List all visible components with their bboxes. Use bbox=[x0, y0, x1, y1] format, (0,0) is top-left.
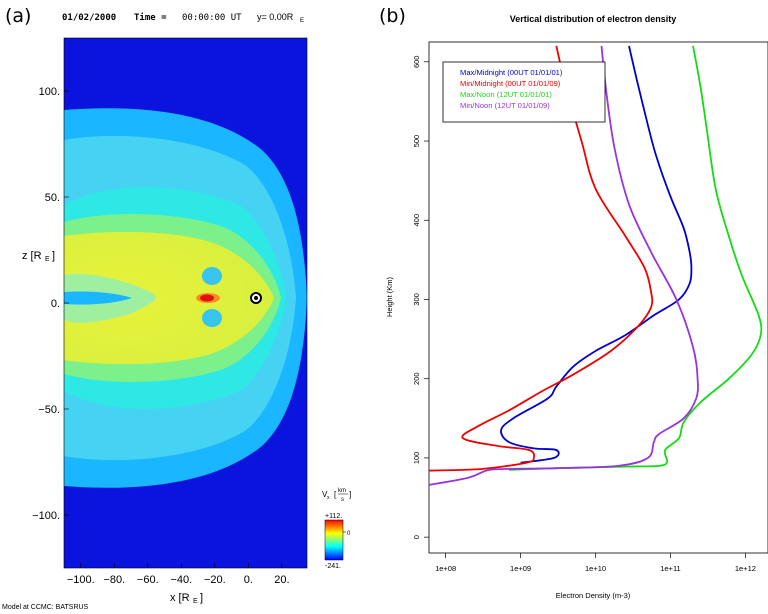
heatmap: 100. 50. 0. −50. −100. −100. −80. −60. −40. −20. 0… bbox=[22, 37, 308, 605]
legend-entry: Max/Noon (12UT 01/01/01) bbox=[460, 90, 552, 99]
legend-entry: Min/Noon (12UT 01/01/09) bbox=[460, 101, 550, 110]
line-xtick-label: 1e+11 bbox=[660, 564, 681, 573]
heatmap-xtick-label: −40. bbox=[170, 574, 192, 586]
heatmap-xtick-label: −100. bbox=[67, 574, 95, 586]
legend-entries: Max/Midnight (00UT 01/01/01) Min/Midnight… bbox=[460, 68, 563, 110]
series-line bbox=[429, 45, 699, 486]
line-ytick-label: 300 bbox=[412, 293, 421, 306]
earth-center bbox=[254, 296, 258, 300]
header-time-label: Time = bbox=[134, 12, 167, 23]
heatmap-ytick-label: −50. bbox=[38, 404, 60, 416]
colorbar-mid-label: 0 bbox=[347, 531, 351, 537]
line-axis-ticks: 1e+08 1e+09 1e+10 1e+11 1e+12 0 100 200 300 400 50… bbox=[412, 56, 756, 573]
line-chart-xlabel: Electron Density (m-3) bbox=[556, 591, 631, 600]
colorbar-bracket-open: [ bbox=[334, 490, 337, 499]
colorbar: V x [ km s ] +112. 0 -241. bbox=[322, 488, 351, 570]
header-date: 01/02/2000 bbox=[62, 13, 116, 23]
contour-yellow bbox=[64, 231, 274, 365]
colorbar-min-label: -241. bbox=[325, 563, 341, 570]
line-chart-legend: Max/Midnight (00UT 01/01/01) Min/Midnight… bbox=[442, 61, 606, 123]
line-chart-ylabel: Height (Km) bbox=[385, 276, 394, 317]
panel-a-label: (a) bbox=[5, 5, 31, 27]
line-ytick-label: 500 bbox=[412, 135, 421, 148]
line-ytick-label: 200 bbox=[412, 372, 421, 385]
legend-entry: Max/Midnight (00UT 01/01/01) bbox=[460, 68, 563, 77]
panel-a: (a) 01/02/2000 Time = 00:00:00 UT y= 0.0… bbox=[2, 5, 351, 611]
heatmap-xtick-label: −80. bbox=[103, 574, 125, 586]
header-time-value: 00:00:00 UT bbox=[182, 13, 242, 23]
xline-core bbox=[200, 294, 214, 302]
heatmap-field bbox=[64, 108, 307, 488]
colorbar-unit-den: s bbox=[341, 497, 344, 503]
heatmap-ytick-label: 50. bbox=[45, 192, 60, 204]
tail-current-sheet bbox=[64, 291, 132, 305]
panel-b-label: (b) bbox=[379, 5, 406, 27]
header-slice: y= 0.00R bbox=[257, 12, 294, 22]
line-chart-title: Vertical distribution of electron densit… bbox=[510, 14, 677, 24]
heatmap-xtick-label: −20. bbox=[204, 574, 226, 586]
series-line bbox=[500, 45, 693, 464]
header-slice-sub: E bbox=[300, 18, 304, 24]
heatmap-ylabel-close: ] bbox=[52, 250, 55, 262]
series-line bbox=[508, 45, 763, 471]
heatmap-xlabel-close: ] bbox=[200, 592, 203, 604]
heatmap-xlabel: x [R bbox=[170, 592, 190, 604]
line-ytick-label: 400 bbox=[412, 214, 421, 227]
line-xtick-label: 1e+12 bbox=[735, 564, 756, 573]
southern-vortex bbox=[202, 309, 222, 327]
colorbar-unit-num: km bbox=[338, 488, 346, 494]
heatmap-ytick-label: 100. bbox=[39, 86, 60, 98]
line-xtick-label: 1e+09 bbox=[510, 564, 531, 573]
heatmap-xtick-label: 20. bbox=[274, 574, 289, 586]
heatmap-xtick-label: −60. bbox=[137, 574, 159, 586]
line-ytick-label: 600 bbox=[412, 56, 421, 69]
colorbar-quantity-sub: x bbox=[327, 495, 330, 501]
heatmap-ylabel: z [R bbox=[22, 250, 42, 262]
line-xtick-label: 1e+10 bbox=[585, 564, 606, 573]
heatmap-xtick-label: 0. bbox=[244, 574, 253, 586]
colorbar-bracket-close: ] bbox=[349, 490, 351, 499]
heatmap-ylabel-sub: E bbox=[45, 256, 50, 263]
colorbar-quantity: V bbox=[322, 490, 328, 499]
panel-a-header: 01/02/2000 Time = 00:00:00 UT y= 0.00R E bbox=[62, 12, 304, 24]
line-series-group bbox=[429, 45, 763, 486]
legend-box bbox=[442, 61, 606, 123]
model-credit: Model at CCMC: BATSRUS bbox=[2, 604, 89, 611]
line-xtick-label: 1e+08 bbox=[435, 564, 456, 573]
line-ytick-label: 0 bbox=[412, 535, 421, 539]
colorbar-gradient-rect bbox=[324, 519, 344, 561]
series-line bbox=[429, 45, 654, 472]
northern-vortex bbox=[202, 267, 222, 285]
panel-b: (b) Vertical distribution of electron de… bbox=[379, 5, 768, 600]
heatmap-ytick-label: −100. bbox=[32, 510, 60, 522]
heatmap-xlabel-sub: E bbox=[193, 598, 198, 605]
legend-entry: Min/Midnight (00UT 01/01/09) bbox=[460, 79, 561, 88]
heatmap-ytick-label: 0. bbox=[51, 298, 60, 310]
colorbar-max-label: +112. bbox=[325, 513, 342, 520]
heatmap-axis-ticks: 100. 50. 0. −50. −100. −100. −80. −60. −40. −20. 0… bbox=[32, 86, 289, 586]
line-ytick-label: 100 bbox=[412, 452, 421, 465]
